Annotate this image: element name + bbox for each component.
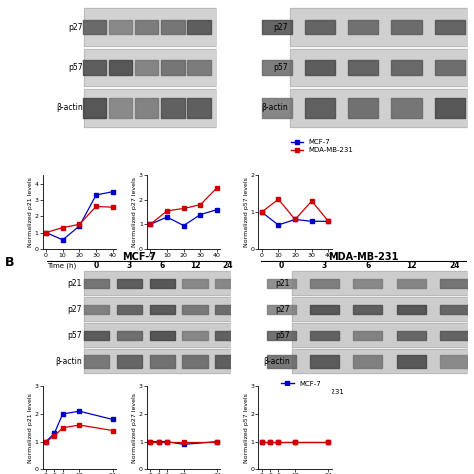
Y-axis label: Normalized p27 levels: Normalized p27 levels — [132, 177, 137, 247]
Text: β-actin: β-actin — [56, 103, 83, 112]
Text: 6: 6 — [365, 262, 371, 270]
Y-axis label: Normalized p21 levels: Normalized p21 levels — [28, 393, 33, 463]
Text: p27: p27 — [273, 23, 288, 32]
Text: p57: p57 — [68, 63, 83, 72]
Text: 3: 3 — [127, 262, 132, 270]
Text: 0: 0 — [94, 262, 99, 270]
Y-axis label: Normalized p57 levels: Normalized p57 levels — [244, 393, 249, 463]
Text: Time (h): Time (h) — [47, 263, 77, 269]
Text: 6: 6 — [160, 262, 165, 270]
Text: p57: p57 — [275, 331, 290, 340]
Text: p57: p57 — [67, 331, 82, 340]
Text: 12: 12 — [190, 262, 201, 270]
Text: β-actin: β-actin — [55, 357, 82, 366]
Text: p27: p27 — [68, 23, 83, 32]
Y-axis label: Normalized p57 levels: Normalized p57 levels — [244, 177, 249, 247]
Text: 0: 0 — [279, 262, 284, 270]
Text: MDA-MB-231: MDA-MB-231 — [328, 252, 399, 263]
Text: 24: 24 — [223, 262, 233, 270]
Text: β-actin: β-actin — [263, 357, 290, 366]
Text: p57: p57 — [273, 63, 288, 72]
Text: β-actin: β-actin — [261, 103, 288, 112]
Text: p21: p21 — [68, 279, 82, 288]
Text: MCF-7: MCF-7 — [122, 252, 155, 263]
Text: 3: 3 — [322, 262, 327, 270]
Y-axis label: Normalized p27 levels: Normalized p27 levels — [132, 393, 137, 463]
Legend: MCF-7, MDA-MB-231: MCF-7, MDA-MB-231 — [278, 378, 347, 398]
Text: p21: p21 — [275, 279, 290, 288]
Text: B: B — [5, 256, 14, 269]
Y-axis label: Normalized p21 levels: Normalized p21 levels — [28, 177, 33, 247]
Text: p27: p27 — [68, 305, 82, 314]
Text: 24: 24 — [449, 262, 460, 270]
Text: 12: 12 — [406, 262, 417, 270]
Legend: MCF-7, MDA-MB-231: MCF-7, MDA-MB-231 — [288, 136, 356, 156]
Text: p27: p27 — [275, 305, 290, 314]
